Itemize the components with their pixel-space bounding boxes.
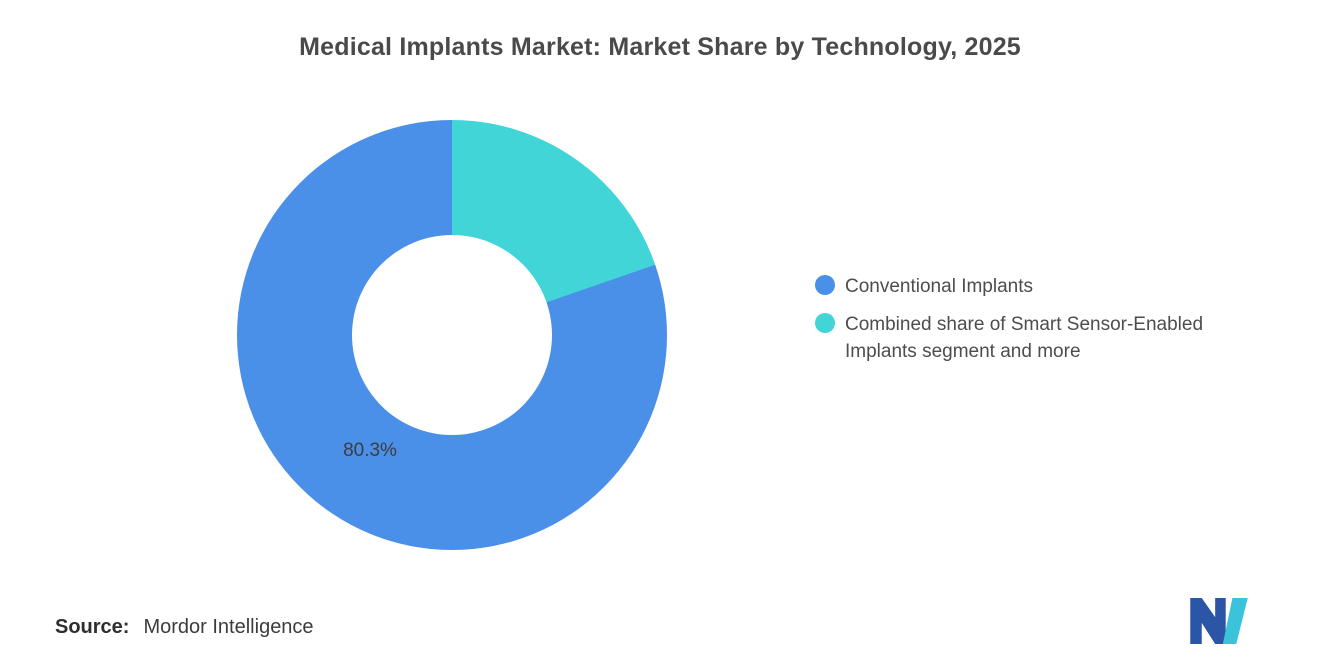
legend-swatch-smart-sensor-icon — [815, 312, 835, 333]
mordor-intelligence-logo-icon — [1190, 598, 1248, 644]
logo-left-shape — [1190, 598, 1226, 644]
legend-item-conventional: Conventional Implants — [815, 273, 1270, 301]
donut-chart: 80.3% — [237, 120, 667, 550]
logo-right-shape — [1222, 598, 1248, 644]
chart-title: Medical Implants Market: Market Share by… — [299, 33, 1021, 61]
donut-hole — [352, 235, 552, 435]
donut-data-label: 80.3% — [343, 440, 397, 461]
legend-label-smart-sensor: Combined share of Smart Sensor-Enabled I… — [845, 313, 1204, 363]
source-label: Source: — [55, 616, 130, 638]
legend-swatch-conventional-icon — [815, 275, 835, 295]
source-row: Source: Mordor Intelligence — [55, 616, 314, 639]
legend-item-smart-sensor: Combined share of Smart Sensor-Enabled I… — [815, 311, 1270, 366]
legend: Conventional Implants Combined share of … — [815, 273, 1270, 366]
legend-label-conventional: Conventional Implants — [845, 276, 1033, 297]
source-value: Mordor Intelligence — [143, 616, 314, 638]
